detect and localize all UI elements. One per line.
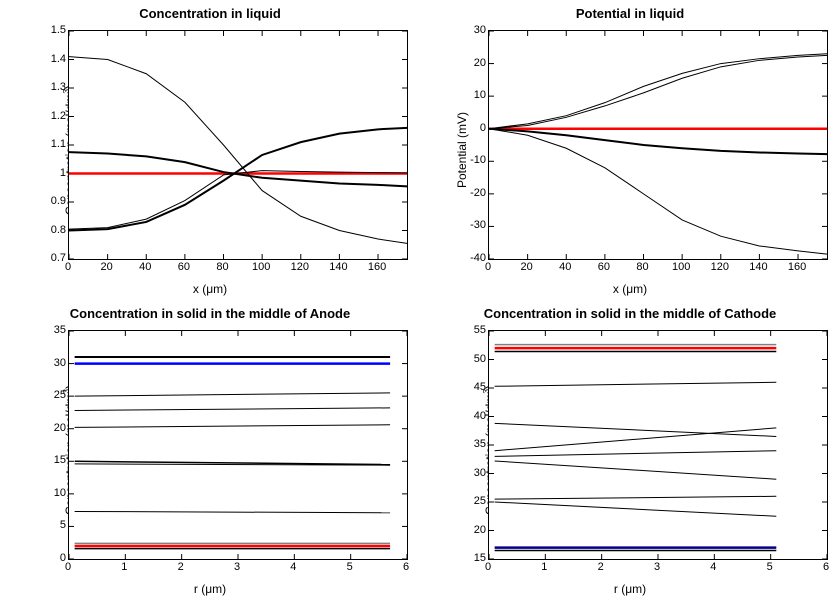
x-tick-label: 80 [636,261,648,273]
plot-area [488,330,828,560]
x-tick-label: 160 [788,261,806,273]
y-tick-label: 25 [50,389,66,401]
x-axis-label: x (μm) [420,282,840,296]
y-tick-label: 20 [50,422,66,434]
x-tick-label: 140 [329,261,347,273]
y-tick-label: 20 [470,57,486,69]
x-tick-label: 60 [598,261,610,273]
y-tick-label: 10 [50,487,66,499]
y-tick-label: 50 [470,353,486,365]
series-line [495,382,777,386]
y-tick-label: 1.1 [44,138,66,150]
plot-area [68,330,408,560]
y-tick-label: 55 [470,324,486,336]
x-tick-label: 4 [290,561,296,573]
x-tick-label: 5 [347,561,353,573]
chart-title: Potential in liquid [420,6,840,21]
series-line [495,451,777,457]
y-tick-label: 1.5 [44,24,66,36]
series-line [489,55,827,128]
series-line [69,171,407,229]
x-tick-label: 4 [710,561,716,573]
y-tick-label: 35 [50,324,66,336]
chart-title: Concentration in liquid [0,6,420,21]
x-tick-label: 100 [672,261,690,273]
series-line [75,393,390,396]
series-line [69,128,407,231]
y-axis-label: Potential (mV) [455,112,469,188]
series-line [75,408,390,411]
series-line [495,423,777,436]
x-tick-label: 2 [178,561,184,573]
y-tick-label: 0 [56,552,66,564]
x-tick-label: 80 [216,261,228,273]
series-line [69,152,407,186]
y-tick-label: 1.3 [44,81,66,93]
x-tick-label: 1 [121,561,127,573]
x-tick-label: 3 [654,561,660,573]
x-axis-label: x (μm) [0,282,420,296]
series-line [489,129,827,254]
panel-pot_liquid: Potential in liquid Potential (mV) x (μm) 0… [420,0,840,300]
y-tick-label: -40 [464,252,486,264]
x-tick-label: 40 [139,261,151,273]
y-tick-label: -10 [464,154,486,166]
y-tick-label: 30 [470,467,486,479]
y-tick-label: 30 [50,357,66,369]
y-tick-label: 1.4 [44,53,66,65]
y-tick-label: 30 [470,24,486,36]
series-line [495,428,777,451]
panel-conc_anode: Concentration in solid in the middle of … [0,300,420,600]
y-tick-label: 15 [50,454,66,466]
series-line [75,511,390,512]
chart-title: Concentration in solid in the middle of … [420,306,840,321]
x-tick-label: 20 [521,261,533,273]
x-tick-label: 20 [101,261,113,273]
x-tick-label: 120 [291,261,309,273]
x-tick-label: 100 [252,261,270,273]
x-tick-label: 2 [598,561,604,573]
series-line [75,425,390,428]
y-tick-label: 10 [470,89,486,101]
y-tick-label: 1 [56,167,66,179]
x-tick-label: 3 [234,561,240,573]
y-tick-label: 20 [470,524,486,536]
x-tick-label: 140 [749,261,767,273]
x-tick-label: 5 [767,561,773,573]
series-line [495,502,777,516]
series-line [489,54,827,129]
y-tick-label: 0.8 [44,224,66,236]
y-tick-label: 5 [56,519,66,531]
x-tick-label: 1 [541,561,547,573]
panel-conc_liquid: Concentration in liquidConcentration (mo… [0,0,420,300]
series-line [69,57,407,244]
x-tick-label: 120 [711,261,729,273]
y-tick-label: -20 [464,187,486,199]
x-tick-label: 60 [178,261,190,273]
plot-area [488,30,828,260]
y-tick-label: 0 [476,122,486,134]
y-tick-label: 35 [470,438,486,450]
series-line [495,496,777,499]
y-tick-label: 40 [470,410,486,422]
plot-area [68,30,408,260]
y-tick-label: 0.9 [44,195,66,207]
y-tick-label: -30 [464,219,486,231]
x-axis-label: r (μm) [420,582,840,596]
x-tick-label: 40 [559,261,571,273]
series-line [489,129,827,154]
y-tick-label: 45 [470,381,486,393]
chart-title: Concentration in solid in the middle of … [0,306,420,321]
x-tick-label: 6 [403,561,409,573]
y-tick-label: 1.2 [44,110,66,122]
panel-conc_cathode: Concentration in solid in the middle of … [420,300,840,600]
x-tick-label: 160 [368,261,386,273]
y-tick-label: 25 [470,495,486,507]
y-tick-label: 15 [470,552,486,564]
series-line [495,461,777,479]
x-axis-label: r (μm) [0,582,420,596]
x-tick-label: 6 [823,561,829,573]
y-tick-label: 0.7 [44,252,66,264]
